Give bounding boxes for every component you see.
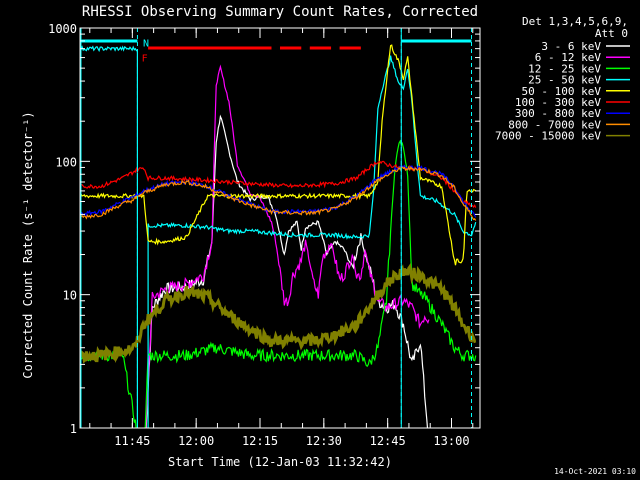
y-axis-label: Corrected Count Rate (s⁻¹ detector⁻¹) [21,111,35,378]
y-tick-label: 1 [70,422,77,436]
flag-label-N: N [143,38,149,49]
y-tick-label: 100 [55,155,77,169]
legend-header-line: Det 1,3,4,5,6,9, [522,15,628,28]
series-line-12-25-keV [80,139,477,428]
legend-entry-label: 6 - 12 keV [535,51,602,64]
legend-entry-label: 300 - 800 keV [515,107,601,120]
legend-entry-label: 25 - 50 keV [528,74,601,87]
x-axis-label: Start Time (12-Jan-03 11:32:42) [168,455,392,469]
series-line-6-12-keV [145,64,430,428]
legend-entry-label: 7000 - 15000 keV [495,130,601,143]
series-line-7000-15000-keV [80,262,477,364]
series-layer [80,44,477,428]
series-line-800-7000-keV [80,165,477,221]
x-tick-label: 12:00 [178,434,214,448]
x-tick-label: 12:45 [370,434,406,448]
x-tick-label: 12:15 [242,434,278,448]
y-tick-label: 1000 [48,22,77,36]
legend-entry-label: 3 - 6 keV [541,40,601,53]
series-line-25-50-keV [80,45,477,428]
series-line-3-6-keV [145,114,429,428]
flag-label-F: F [142,54,148,65]
footer-timestamp: 14-Oct-2021 03:10 [554,467,636,476]
legend-entry-label: 100 - 300 keV [515,96,601,109]
plot-frame [79,27,481,429]
chart-title: RHESSI Observing Summary Count Rates, Co… [82,4,478,20]
x-tick-label: 11:45 [114,434,150,448]
series-line-300-800-keV [80,164,477,218]
legend-entry-label: 12 - 25 keV [528,62,601,75]
x-tick-label: 13:00 [433,434,469,448]
y-tick-label: 10 [63,289,77,303]
flag-layer: NF [80,28,472,428]
series-line-100-300-keV [80,160,477,209]
legend-header-line: Att 0 [595,27,628,40]
legend-entry-label: 800 - 7000 keV [508,118,601,131]
x-tick-label: 12:30 [306,434,342,448]
series-line-50-100-keV [80,44,477,266]
legend-entry-label: 50 - 100 keV [522,85,602,98]
axis-layer: 1 10 100 1000 11:45 12:00 12:15 12:30 12:45 13:00 [48,22,481,448]
